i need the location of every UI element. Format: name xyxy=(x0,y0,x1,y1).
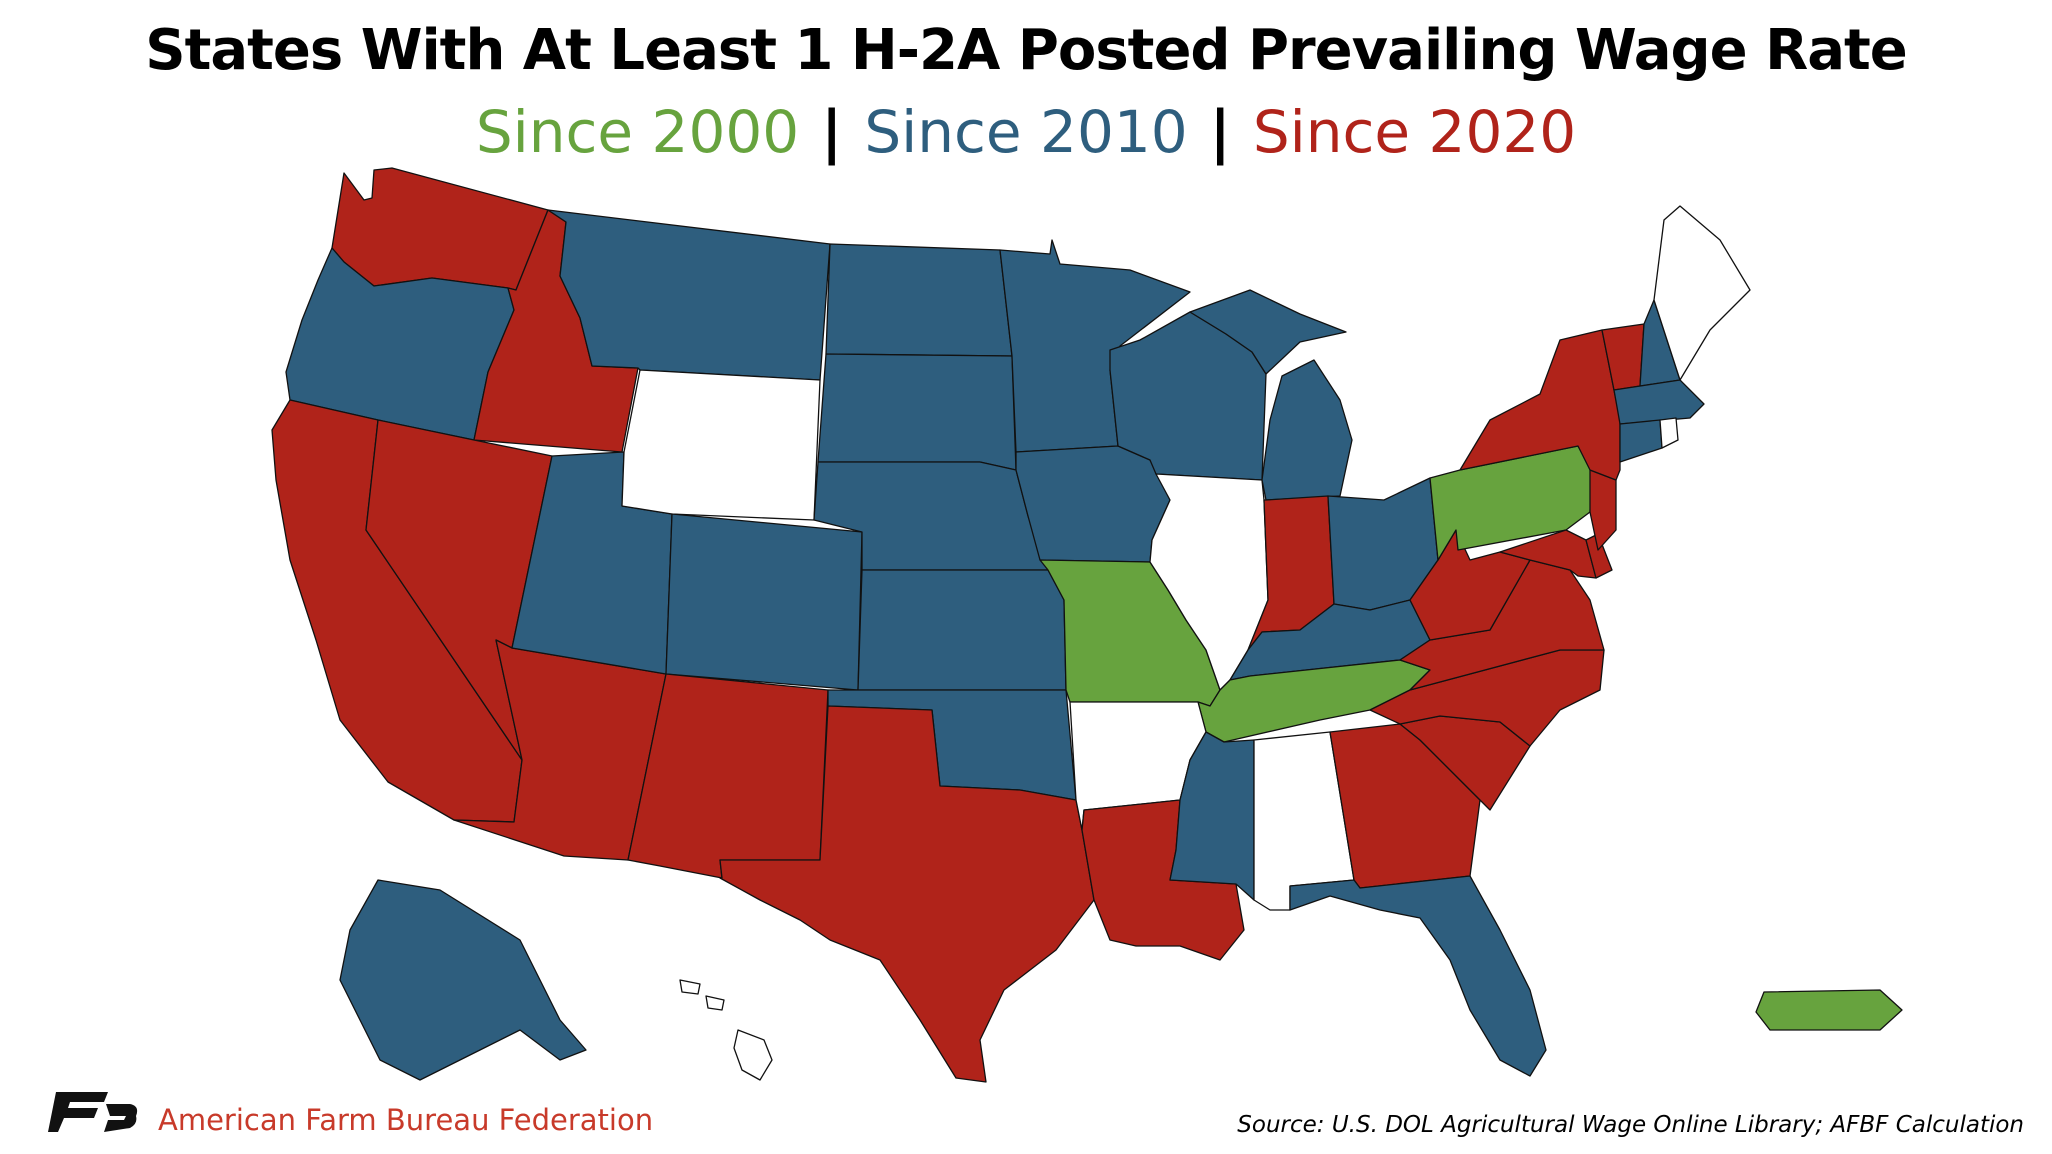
state-kansas xyxy=(857,569,1067,691)
state-colorado xyxy=(665,513,863,691)
state-massachusetts xyxy=(1613,379,1705,425)
legend-separator: | xyxy=(821,98,843,166)
state-michigan-upper xyxy=(1189,289,1347,375)
state-puerto-rico xyxy=(1755,989,1903,1031)
state-wyoming xyxy=(621,369,821,521)
state-montana xyxy=(547,209,831,381)
state-michigan-lower xyxy=(1261,359,1353,501)
state-iowa xyxy=(1015,445,1171,563)
map-subtitle-legend: Since 2000 | Since 2010 | Since 2020 xyxy=(0,98,2052,166)
state-minnesota xyxy=(999,239,1191,453)
state-hawaii-islands xyxy=(679,979,725,1011)
state-hawaii xyxy=(733,1029,773,1081)
legend-since-2020: Since 2020 xyxy=(1252,98,1577,166)
organization-name: American Farm Bureau Federation xyxy=(158,1103,654,1137)
state-washington xyxy=(331,167,549,291)
state-north-dakota xyxy=(825,243,1013,357)
legend-separator: | xyxy=(1209,98,1231,166)
state-florida xyxy=(1289,875,1547,1077)
state-south-dakota xyxy=(817,353,1017,471)
state-rhode-island xyxy=(1659,417,1679,449)
state-texas xyxy=(719,705,1095,1083)
state-wisconsin xyxy=(1109,311,1267,481)
state-delaware xyxy=(1585,533,1613,579)
source-note: Source: U.S. DOL Agricultural Wage Onlin… xyxy=(1237,1112,2024,1138)
state-maryland xyxy=(1499,529,1597,579)
map-title: States With At Least 1 H-2A Posted Preva… xyxy=(145,18,1908,83)
legend-since-2010: Since 2010 xyxy=(864,98,1188,166)
afbf-logo xyxy=(48,1092,138,1132)
state-connecticut xyxy=(1619,419,1663,463)
legend-since-2000: Since 2000 xyxy=(475,98,800,166)
state-alaska xyxy=(339,879,587,1081)
state-maine xyxy=(1653,205,1751,381)
